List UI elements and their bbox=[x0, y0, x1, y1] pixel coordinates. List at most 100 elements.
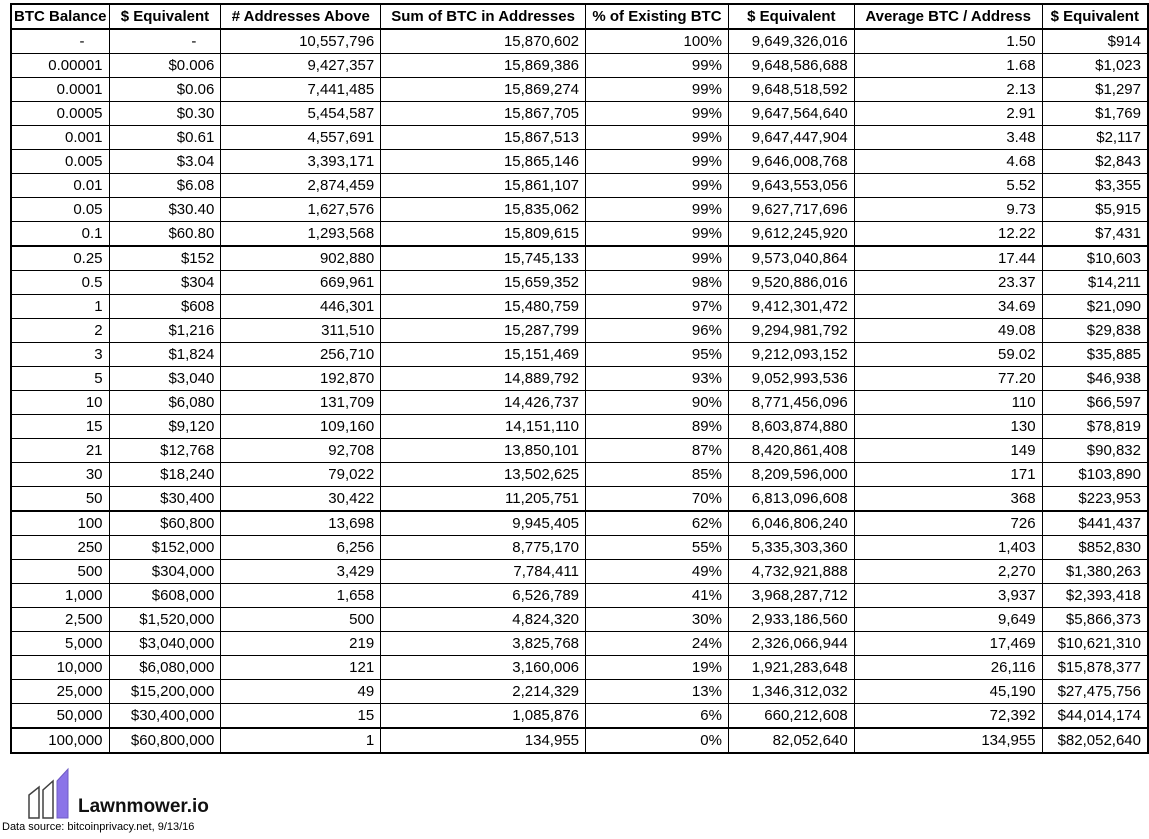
table-cell: 9,294,981,792 bbox=[727, 318, 855, 343]
table-cell: 1,000 bbox=[10, 583, 110, 608]
table-cell: 5.52 bbox=[853, 173, 1043, 198]
table-cell: 100,000 bbox=[10, 727, 110, 754]
table-row: 3 $1,824 256,710 15,151,469 95% 9,212,093,152… bbox=[10, 342, 1149, 367]
table-cell: 2,874,459 bbox=[220, 173, 382, 198]
table-cell: 12.22 bbox=[853, 221, 1043, 247]
table-cell: 93% bbox=[585, 366, 729, 391]
table-cell: 49.08 bbox=[853, 318, 1043, 343]
table-cell: $60,800 bbox=[108, 510, 222, 536]
table-cell: 1,921,283,648 bbox=[727, 655, 855, 680]
table-cell: 6,813,096,608 bbox=[727, 486, 855, 512]
table-cell: 6,046,806,240 bbox=[727, 510, 855, 536]
table-cell: 55% bbox=[585, 535, 729, 560]
table-cell: 1 bbox=[220, 727, 382, 754]
table-cell: 669,961 bbox=[220, 270, 382, 295]
table-cell: $29,838 bbox=[1041, 318, 1149, 343]
table-cell: 15,659,352 bbox=[380, 270, 587, 295]
table-cell: 9,649,326,016 bbox=[727, 28, 855, 54]
column-header: Sum of BTC in Addresses bbox=[380, 3, 587, 30]
table-cell: 0.01 bbox=[10, 173, 110, 198]
table-cell: 24% bbox=[585, 631, 729, 656]
table-cell: 3.48 bbox=[853, 125, 1043, 150]
table-cell: 97% bbox=[585, 294, 729, 319]
table-cell: 15,745,133 bbox=[380, 245, 587, 271]
table-cell: 134,955 bbox=[853, 727, 1043, 754]
table-cell: $152,000 bbox=[108, 535, 222, 560]
table-cell: 26,116 bbox=[853, 655, 1043, 680]
table-cell: 2.13 bbox=[853, 77, 1043, 102]
table-cell: $7,431 bbox=[1041, 221, 1149, 247]
table-cell: 256,710 bbox=[220, 342, 382, 367]
table-cell: $10,603 bbox=[1041, 245, 1149, 271]
table-cell: 109,160 bbox=[220, 414, 382, 439]
table-cell: 110 bbox=[853, 390, 1043, 415]
table-cell: $3,040,000 bbox=[108, 631, 222, 656]
btc-distribution-table: BTC Balance $ Equivalent # Addresses Above… bbox=[10, 3, 1149, 754]
table-row: 0.01 $6.08 2,874,459 15,861,107 99% 9,643,553… bbox=[10, 173, 1149, 198]
table-cell: 85% bbox=[585, 462, 729, 487]
table-cell: $66,597 bbox=[1041, 390, 1149, 415]
table-cell: $90,832 bbox=[1041, 438, 1149, 463]
table-cell: 21 bbox=[10, 438, 110, 463]
table-row: 100 $60,800 13,698 9,945,405 62% 6,046,806,24… bbox=[10, 510, 1149, 536]
table-cell: $3,040 bbox=[108, 366, 222, 391]
table-cell: $27,475,756 bbox=[1041, 679, 1149, 704]
lawnmower-logo-icon bbox=[28, 767, 69, 819]
table-row: 0.25 $152 902,880 15,745,133 99% 9,573,040,86… bbox=[10, 245, 1149, 271]
table-cell: 15,867,513 bbox=[380, 125, 587, 150]
table-cell: 9,052,993,536 bbox=[727, 366, 855, 391]
column-header: $ Equivalent bbox=[108, 3, 222, 30]
table-cell: 8,209,596,000 bbox=[727, 462, 855, 487]
table-cell: 99% bbox=[585, 101, 729, 126]
table-cell: $12,768 bbox=[108, 438, 222, 463]
table-cell: 134,955 bbox=[380, 727, 587, 754]
table-cell: 130 bbox=[853, 414, 1043, 439]
table-cell: $30,400 bbox=[108, 486, 222, 512]
table-cell: 1.68 bbox=[853, 53, 1043, 78]
table-cell: 15,835,062 bbox=[380, 197, 587, 222]
table-cell: 9,520,886,016 bbox=[727, 270, 855, 295]
table-cell: 368 bbox=[853, 486, 1043, 512]
table-cell: 3,825,768 bbox=[380, 631, 587, 656]
table-row: 1 $608 446,301 15,480,759 97% 9,412,301,472 34… bbox=[10, 294, 1149, 319]
table-row: 50,000 $30,400,000 15 1,085,876 6% 660,212,60… bbox=[10, 703, 1149, 729]
brand-name: Lawnmower.io bbox=[78, 796, 209, 817]
table-cell: 4,824,320 bbox=[380, 607, 587, 632]
table-cell: 9,646,008,768 bbox=[727, 149, 855, 174]
table-cell: $852,830 bbox=[1041, 535, 1149, 560]
table-cell: 15,809,615 bbox=[380, 221, 587, 247]
table-cell: - bbox=[108, 28, 222, 54]
table-cell: 0.0005 bbox=[10, 101, 110, 126]
table-cell: 17.44 bbox=[853, 245, 1043, 271]
table-cell: $78,819 bbox=[1041, 414, 1149, 439]
column-header: BTC Balance bbox=[10, 3, 110, 30]
table-cell: 500 bbox=[10, 559, 110, 584]
table-cell: 15,287,799 bbox=[380, 318, 587, 343]
footer: Lawnmower.io bbox=[28, 767, 209, 819]
table-cell: 2,500 bbox=[10, 607, 110, 632]
table-cell: 50,000 bbox=[10, 703, 110, 729]
table-cell: 89% bbox=[585, 414, 729, 439]
table-cell: $44,014,174 bbox=[1041, 703, 1149, 729]
table-cell: 15,861,107 bbox=[380, 173, 587, 198]
table-cell: $3,355 bbox=[1041, 173, 1149, 198]
table-cell: 902,880 bbox=[220, 245, 382, 271]
table-row: - -10,557,796 15,870,602 100% 9,649,326,016 1… bbox=[10, 28, 1149, 54]
table-cell: $0.30 bbox=[108, 101, 222, 126]
header-row: BTC Balance $ Equivalent # Addresses Above… bbox=[10, 3, 1149, 30]
table-cell: 9.73 bbox=[853, 197, 1043, 222]
table-cell: 10,000 bbox=[10, 655, 110, 680]
table-cell: $223,953 bbox=[1041, 486, 1149, 512]
table-cell: 131,709 bbox=[220, 390, 382, 415]
table-row: 2,500 $1,520,000 500 4,824,320 30% 2,933,186,… bbox=[10, 607, 1149, 632]
column-header: Average BTC / Address bbox=[853, 3, 1043, 30]
table-cell: $1,824 bbox=[108, 342, 222, 367]
table-row: 100,000 $60,800,000 1 134,955 0% 82,052,640 13… bbox=[10, 727, 1149, 754]
table-cell: 30,422 bbox=[220, 486, 382, 512]
table-cell: 1,293,568 bbox=[220, 221, 382, 247]
column-header: $ Equivalent bbox=[727, 3, 855, 30]
table-cell: 1,658 bbox=[220, 583, 382, 608]
table-cell: $1,769 bbox=[1041, 101, 1149, 126]
table-cell: 99% bbox=[585, 77, 729, 102]
table-cell: 1 bbox=[10, 294, 110, 319]
